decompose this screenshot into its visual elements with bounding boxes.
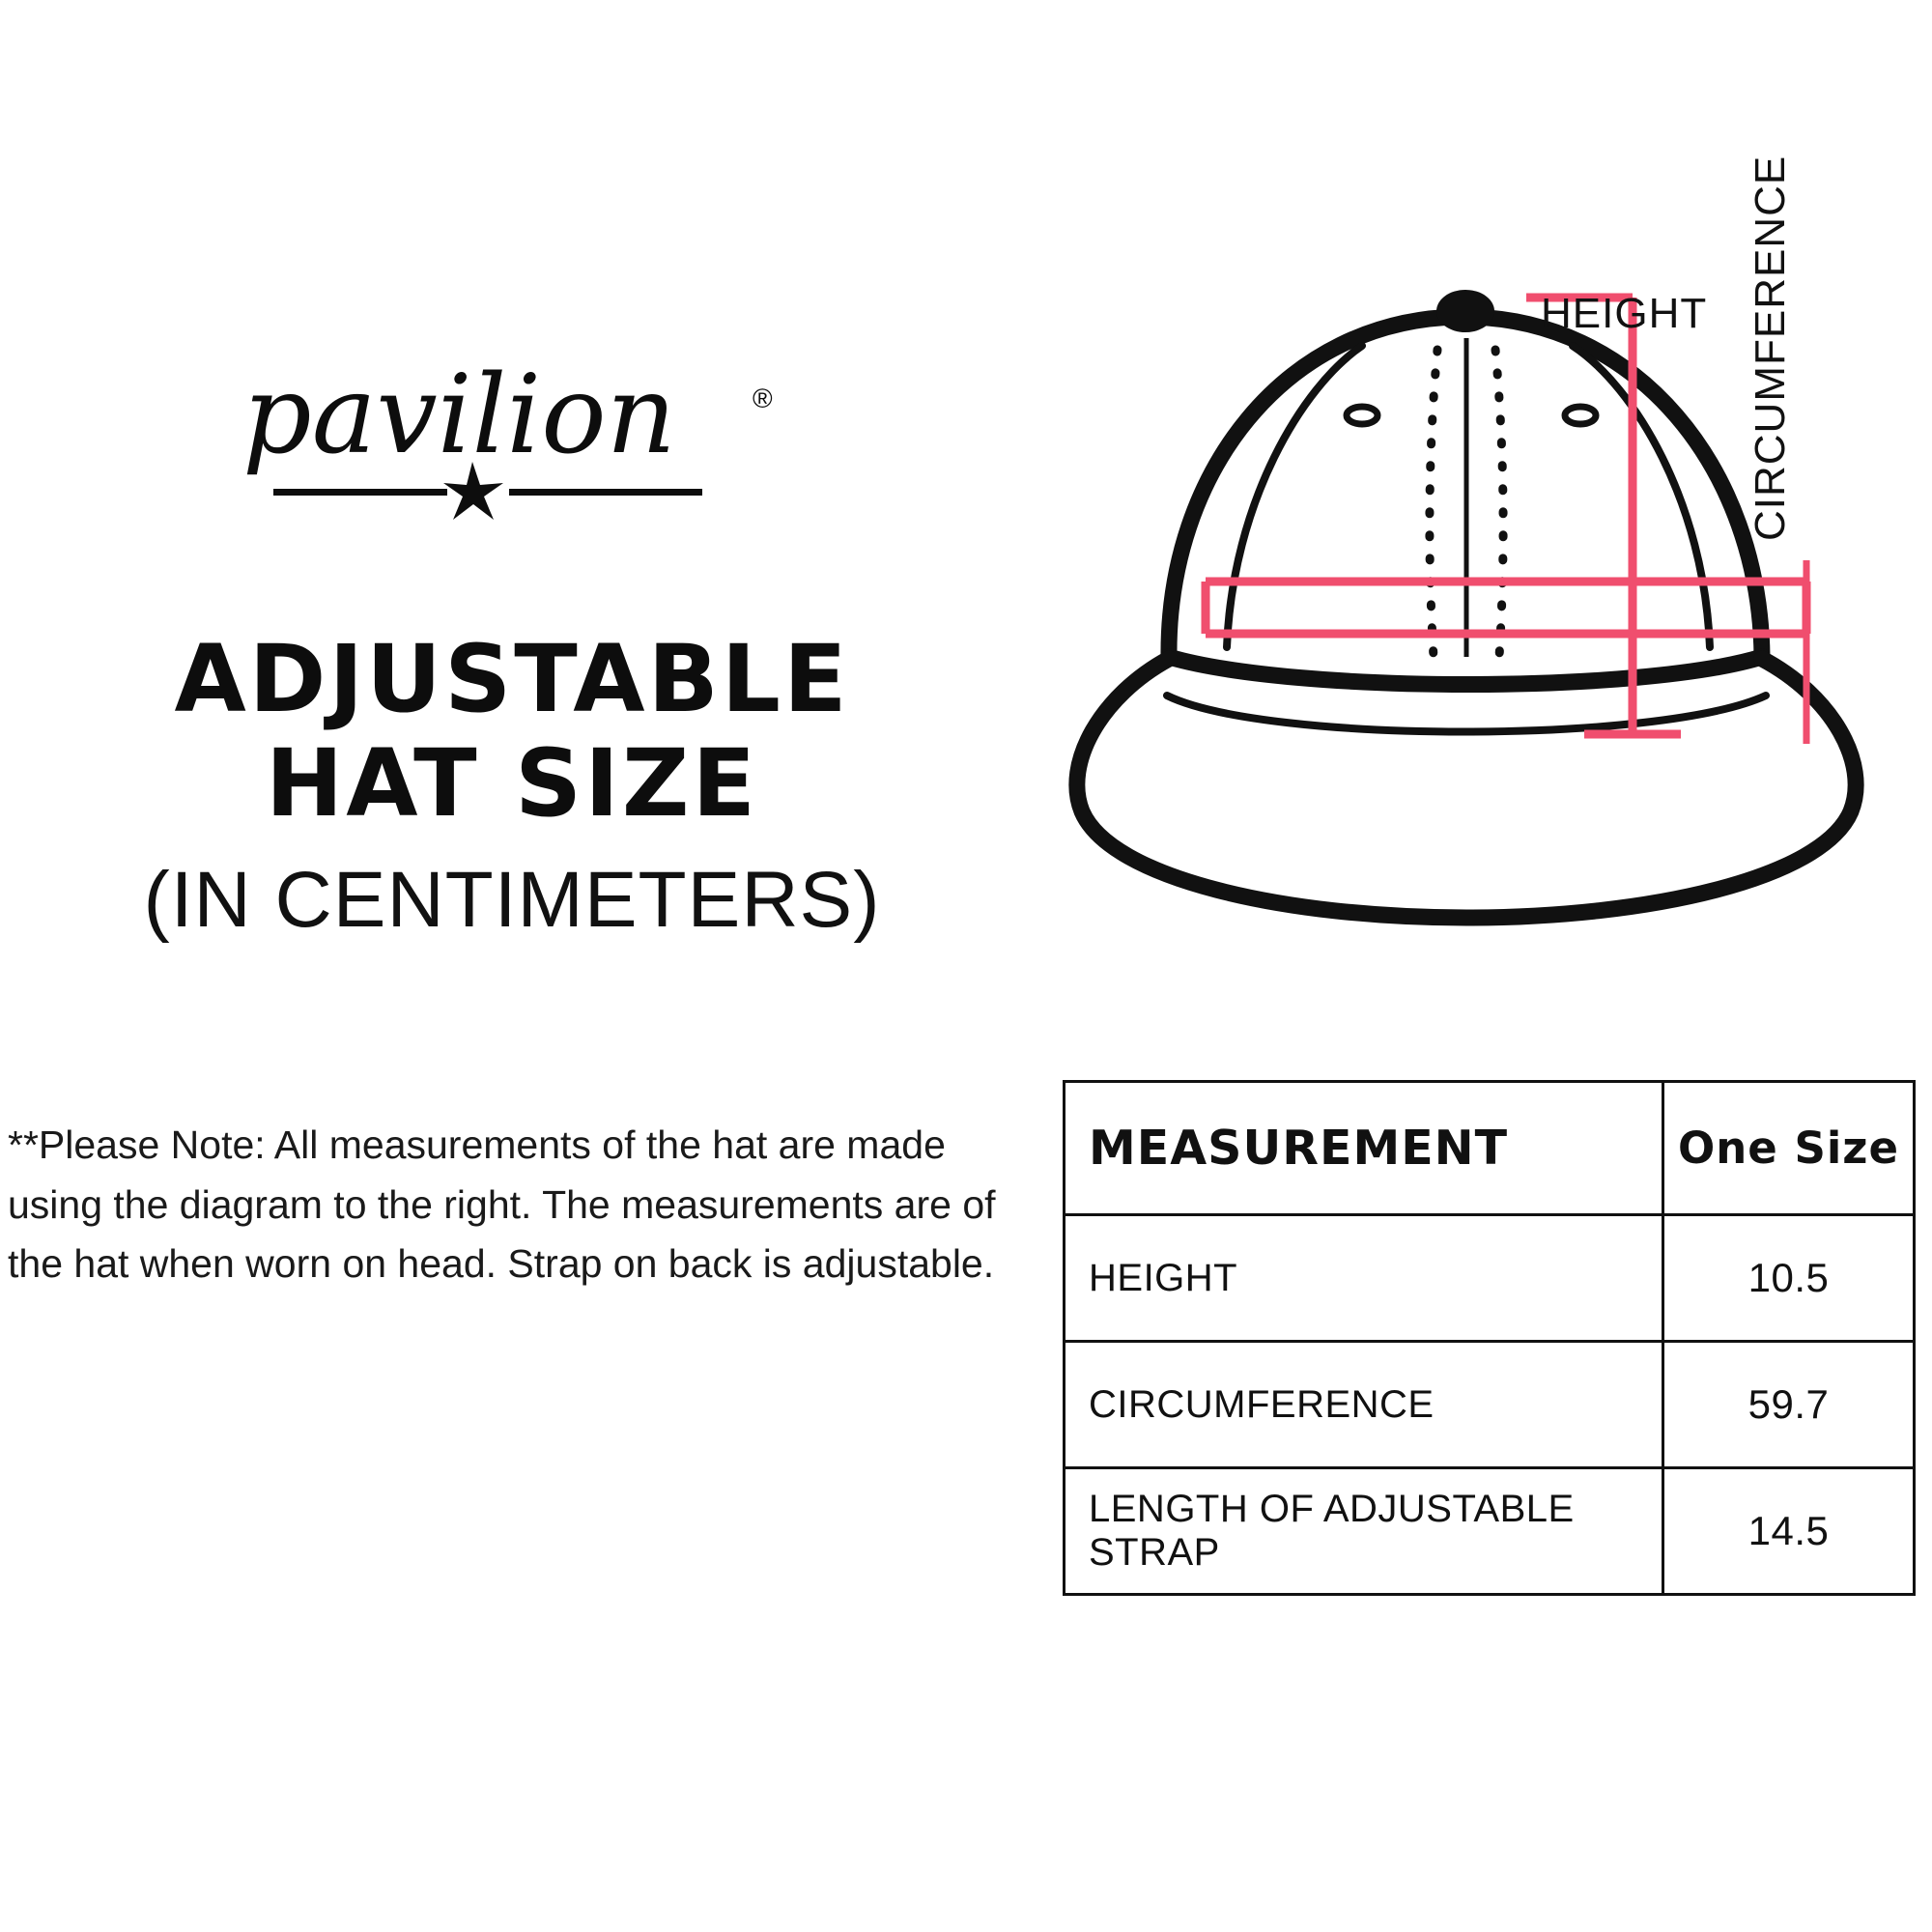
left-column: pavilion ® ADJUSTABLE HAT SIZE (IN CENTI… xyxy=(0,348,1024,1286)
hat-size-table: MEASUREMENT One Size HEIGHT 10.5 CIRCUMF… xyxy=(1063,1080,1916,1596)
row-label-circumference: CIRCUMFERENCE xyxy=(1063,1340,1664,1469)
table-header-row: MEASUREMENT One Size xyxy=(1063,1080,1916,1216)
hat-diagram-illustration xyxy=(1043,242,1913,1053)
table-row: CIRCUMFERENCE 59.7 xyxy=(1063,1340,1916,1469)
row-value-height: 10.5 xyxy=(1662,1213,1916,1343)
column-header-measurement: MEASUREMENT xyxy=(1063,1080,1664,1216)
headline-line-1: ADJUSTABLE xyxy=(174,625,850,733)
row-value-strap: 14.5 xyxy=(1662,1466,1916,1596)
svg-text:pavilion: pavilion xyxy=(242,353,676,478)
table-row: LENGTH OF ADJUSTABLE STRAP 14.5 xyxy=(1063,1466,1916,1596)
table-row: HEIGHT 10.5 xyxy=(1063,1213,1916,1343)
headline-block: ADJUSTABLE HAT SIZE (IN CENTIMETERS) xyxy=(0,625,1024,948)
headline-subtitle: (IN CENTIMETERS) xyxy=(143,856,881,945)
row-label-strap: LENGTH OF ADJUSTABLE STRAP xyxy=(1063,1466,1664,1596)
row-value-circumference: 59.7 xyxy=(1662,1340,1916,1469)
column-header-one-size: One Size xyxy=(1662,1080,1916,1216)
height-dimension-label: HEIGHT xyxy=(1541,290,1708,337)
headline-line-2: HAT SIZE xyxy=(265,728,759,838)
row-label-height: HEIGHT xyxy=(1063,1213,1664,1343)
pavilion-brand-logo: pavilion ® xyxy=(237,348,836,541)
svg-text:®: ® xyxy=(753,384,773,413)
circumference-dimension-label: CIRCUMFERENCE xyxy=(1747,155,1794,541)
please-note-text: **Please Note: All measurements of the h… xyxy=(8,1122,996,1286)
